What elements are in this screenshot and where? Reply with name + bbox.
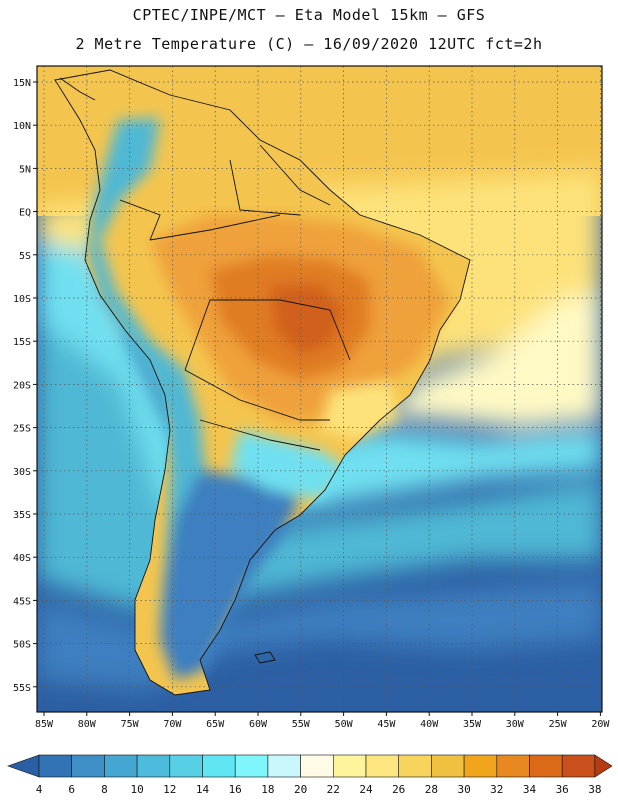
colorbar-label: 16 (229, 783, 242, 796)
longitude-label: 30W (506, 719, 525, 730)
colorbar-swatch (496, 754, 530, 778)
colorbar-label: 20 (294, 783, 307, 796)
colorbar-label: 8 (101, 783, 108, 796)
longitude-label: 70W (163, 719, 182, 730)
border-line (149, 214, 281, 241)
colorbar-swatch (136, 754, 171, 778)
colorbar-swatch (365, 754, 400, 778)
colorbar-swatch (267, 754, 301, 778)
land-hottest-core (270, 285, 345, 355)
border-line (229, 159, 301, 216)
longitude-label: 45W (377, 719, 396, 730)
colorbar-label: 28 (425, 783, 438, 796)
colorbar-swatch (38, 754, 73, 778)
colorbar-swatch (463, 754, 498, 778)
colorbar-label: 38 (588, 783, 601, 796)
longitude-label: 80W (78, 719, 97, 730)
temperature-field (37, 66, 602, 712)
border-line (184, 369, 330, 421)
temperature-colorbar: 4 6 8 10 12 14 16 18 20 22 24 26 28 30 32 34 36 38 (7, 754, 613, 796)
colorbar-high-arrow (594, 754, 613, 778)
longitude-axis: 85W 80W 75W 70W 65W 60W 55W 50W 45W 40W 35W 30W 25W 2… (35, 712, 610, 730)
colorbar-swatch (431, 754, 465, 778)
border-line (199, 419, 321, 451)
colorbar-label: 12 (163, 783, 176, 796)
border-line (119, 199, 161, 241)
latitude-label: 5N (19, 164, 31, 175)
latitude-axis: 15N 10N 5N EQ 5S 10S 15S 20S 25S 30S 35S 40S 45S 50S 5… (13, 78, 37, 694)
border-line (184, 299, 351, 371)
longitude-label: 20W (591, 719, 610, 730)
border-line (259, 144, 331, 206)
southern-temperate-region (230, 430, 350, 500)
map-frame (36, 65, 603, 713)
latitude-label: 15S (13, 337, 31, 348)
latitude-label: 10N (13, 121, 31, 132)
ocean-pale-band (380, 290, 602, 428)
latitude-label: 5S (19, 251, 31, 262)
latitude-label: 20S (13, 380, 31, 391)
colorbar-swatch (300, 754, 334, 778)
map-title-line2: 2 Metre Temperature (C) – 16/09/2020 12U… (75, 35, 543, 53)
colorbar-label: 36 (556, 783, 569, 796)
longitude-label: 75W (121, 719, 140, 730)
southeast-mild-region (320, 380, 400, 440)
map-title-line1: CPTEC/INPE/MCT – Eta Model 15km – GFS (132, 6, 486, 24)
longitude-label: 40W (420, 719, 439, 730)
latitude-label: 35S (13, 510, 31, 521)
colorbar-swatch (234, 754, 269, 778)
coastlines-and-borders (54, 69, 471, 696)
colorbar-swatch (104, 754, 138, 778)
colorbar-swatch (398, 754, 432, 778)
longitude-label: 35W (463, 719, 482, 730)
latitude-label: 15N (13, 78, 31, 89)
longitude-label: 85W (35, 719, 54, 730)
latitude-label: 25S (13, 424, 31, 435)
patagonia-cold-region (160, 470, 300, 680)
colorbar-label: 34 (523, 783, 537, 796)
colorbar-label: 14 (196, 783, 210, 796)
colorbar-label: 6 (68, 783, 75, 796)
latitude-label: 50S (13, 640, 31, 651)
colorbar-swatch (529, 754, 563, 778)
latitude-label: 45S (13, 596, 31, 607)
latitude-label: 55S (13, 683, 31, 694)
colorbar-swatch (332, 754, 367, 778)
longitude-label: 50W (335, 719, 354, 730)
colorbar-swatch (71, 754, 105, 778)
colorbar-label: 24 (359, 783, 373, 796)
colorbar-label: 18 (261, 783, 274, 796)
latitude-label: 30S (13, 467, 31, 478)
colorbar-label: 26 (392, 783, 405, 796)
colorbar-swatch (169, 754, 203, 778)
colorbar-label: 10 (130, 783, 143, 796)
colorbar-low-arrow (7, 754, 40, 778)
colorbar-swatch (561, 754, 596, 778)
latitude-label: EQ (19, 208, 31, 219)
longitude-label: 25W (549, 719, 568, 730)
latitude-label: 40S (13, 553, 31, 564)
colorbar-label: 22 (327, 783, 340, 796)
central-america-coast (59, 77, 96, 101)
continent-coastline (54, 69, 471, 696)
longitude-label: 55W (292, 719, 311, 730)
colorbar-label: 32 (490, 783, 503, 796)
colorbar-label: 4 (36, 783, 43, 796)
colorbar-label: 30 (457, 783, 470, 796)
longitude-label: 60W (249, 719, 268, 730)
latitude-label: 10S (13, 294, 31, 305)
longitude-label: 65W (206, 719, 225, 730)
colorbar-swatch (202, 754, 236, 778)
